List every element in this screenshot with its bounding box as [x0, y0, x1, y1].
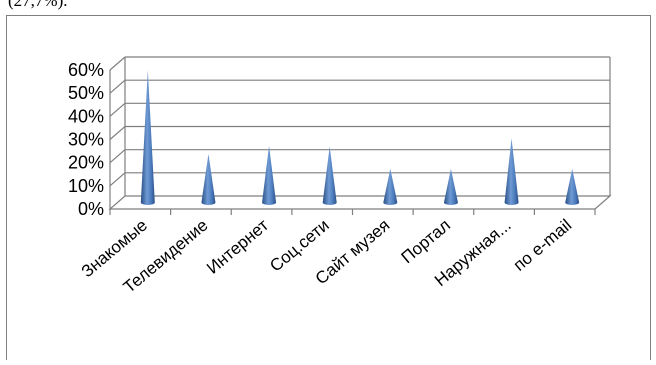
- gridline-side: [109, 56, 126, 71]
- cone-bar: [565, 168, 580, 205]
- cone-bar: [443, 168, 458, 205]
- y-tick-label: 20%: [68, 153, 104, 173]
- y-tick-label: 40%: [68, 106, 104, 126]
- cone-body: [140, 69, 155, 205]
- cone-bar: [383, 168, 398, 205]
- cone-body: [565, 168, 580, 205]
- category-labels: ЗнакомыеТелевидениеИнтернетСоц.сетиСайт …: [78, 215, 576, 296]
- gridline-side: [109, 126, 126, 140]
- gridline-side: [109, 149, 126, 164]
- cone-bar: [504, 138, 519, 205]
- gridlines: [109, 56, 610, 187]
- cone-body: [443, 168, 458, 205]
- caption-text: (27,7%).: [8, 0, 68, 10]
- cone-bar: [140, 69, 155, 205]
- category-label: Портал: [398, 216, 454, 268]
- cone-body: [322, 146, 337, 205]
- floor: [108, 195, 612, 210]
- gridline-side: [109, 172, 126, 187]
- x-axis: [109, 209, 596, 215]
- cone-bar: [201, 153, 216, 205]
- cone-bar: [322, 146, 337, 205]
- gridline-side: [109, 79, 126, 94]
- y-tick-label: 10%: [68, 176, 104, 196]
- cone-body: [201, 153, 216, 205]
- y-tick-label: 50%: [68, 83, 104, 103]
- cone-body: [383, 168, 398, 205]
- chart-frame: [6, 15, 651, 360]
- category-label: Интернет: [203, 215, 272, 277]
- y-axis: 0% 10% 20% 30% 40% 50% 60%: [68, 60, 104, 219]
- cone-body: [262, 145, 277, 205]
- category-label: по e-mail: [510, 216, 576, 275]
- cone-body: [504, 138, 519, 205]
- cones: [140, 69, 580, 205]
- y-tick-label: 30%: [68, 130, 104, 150]
- y-tick-label: 60%: [68, 60, 104, 80]
- gridline-side: [109, 102, 126, 117]
- cone-bar: [262, 145, 277, 205]
- y-tick-label: 0%: [78, 199, 104, 219]
